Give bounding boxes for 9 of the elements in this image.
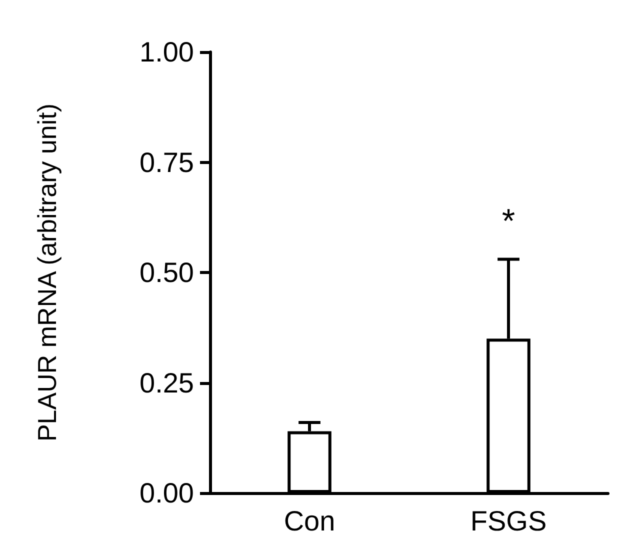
y-tick-label: 0.75 [140, 146, 194, 178]
x-tick-label: FSGS [470, 506, 547, 536]
y-tick-label: 0.00 [140, 478, 194, 508]
y-axis-title: PLAUR mRNA (arbitrary unit) [32, 103, 62, 442]
annotation: * [502, 202, 516, 240]
y-tick-label: 0.50 [140, 257, 194, 288]
x-tick-label: Con [284, 506, 336, 536]
y-tick-label: 0.25 [140, 367, 194, 398]
y-tick-label: 1.00 [140, 36, 194, 68]
